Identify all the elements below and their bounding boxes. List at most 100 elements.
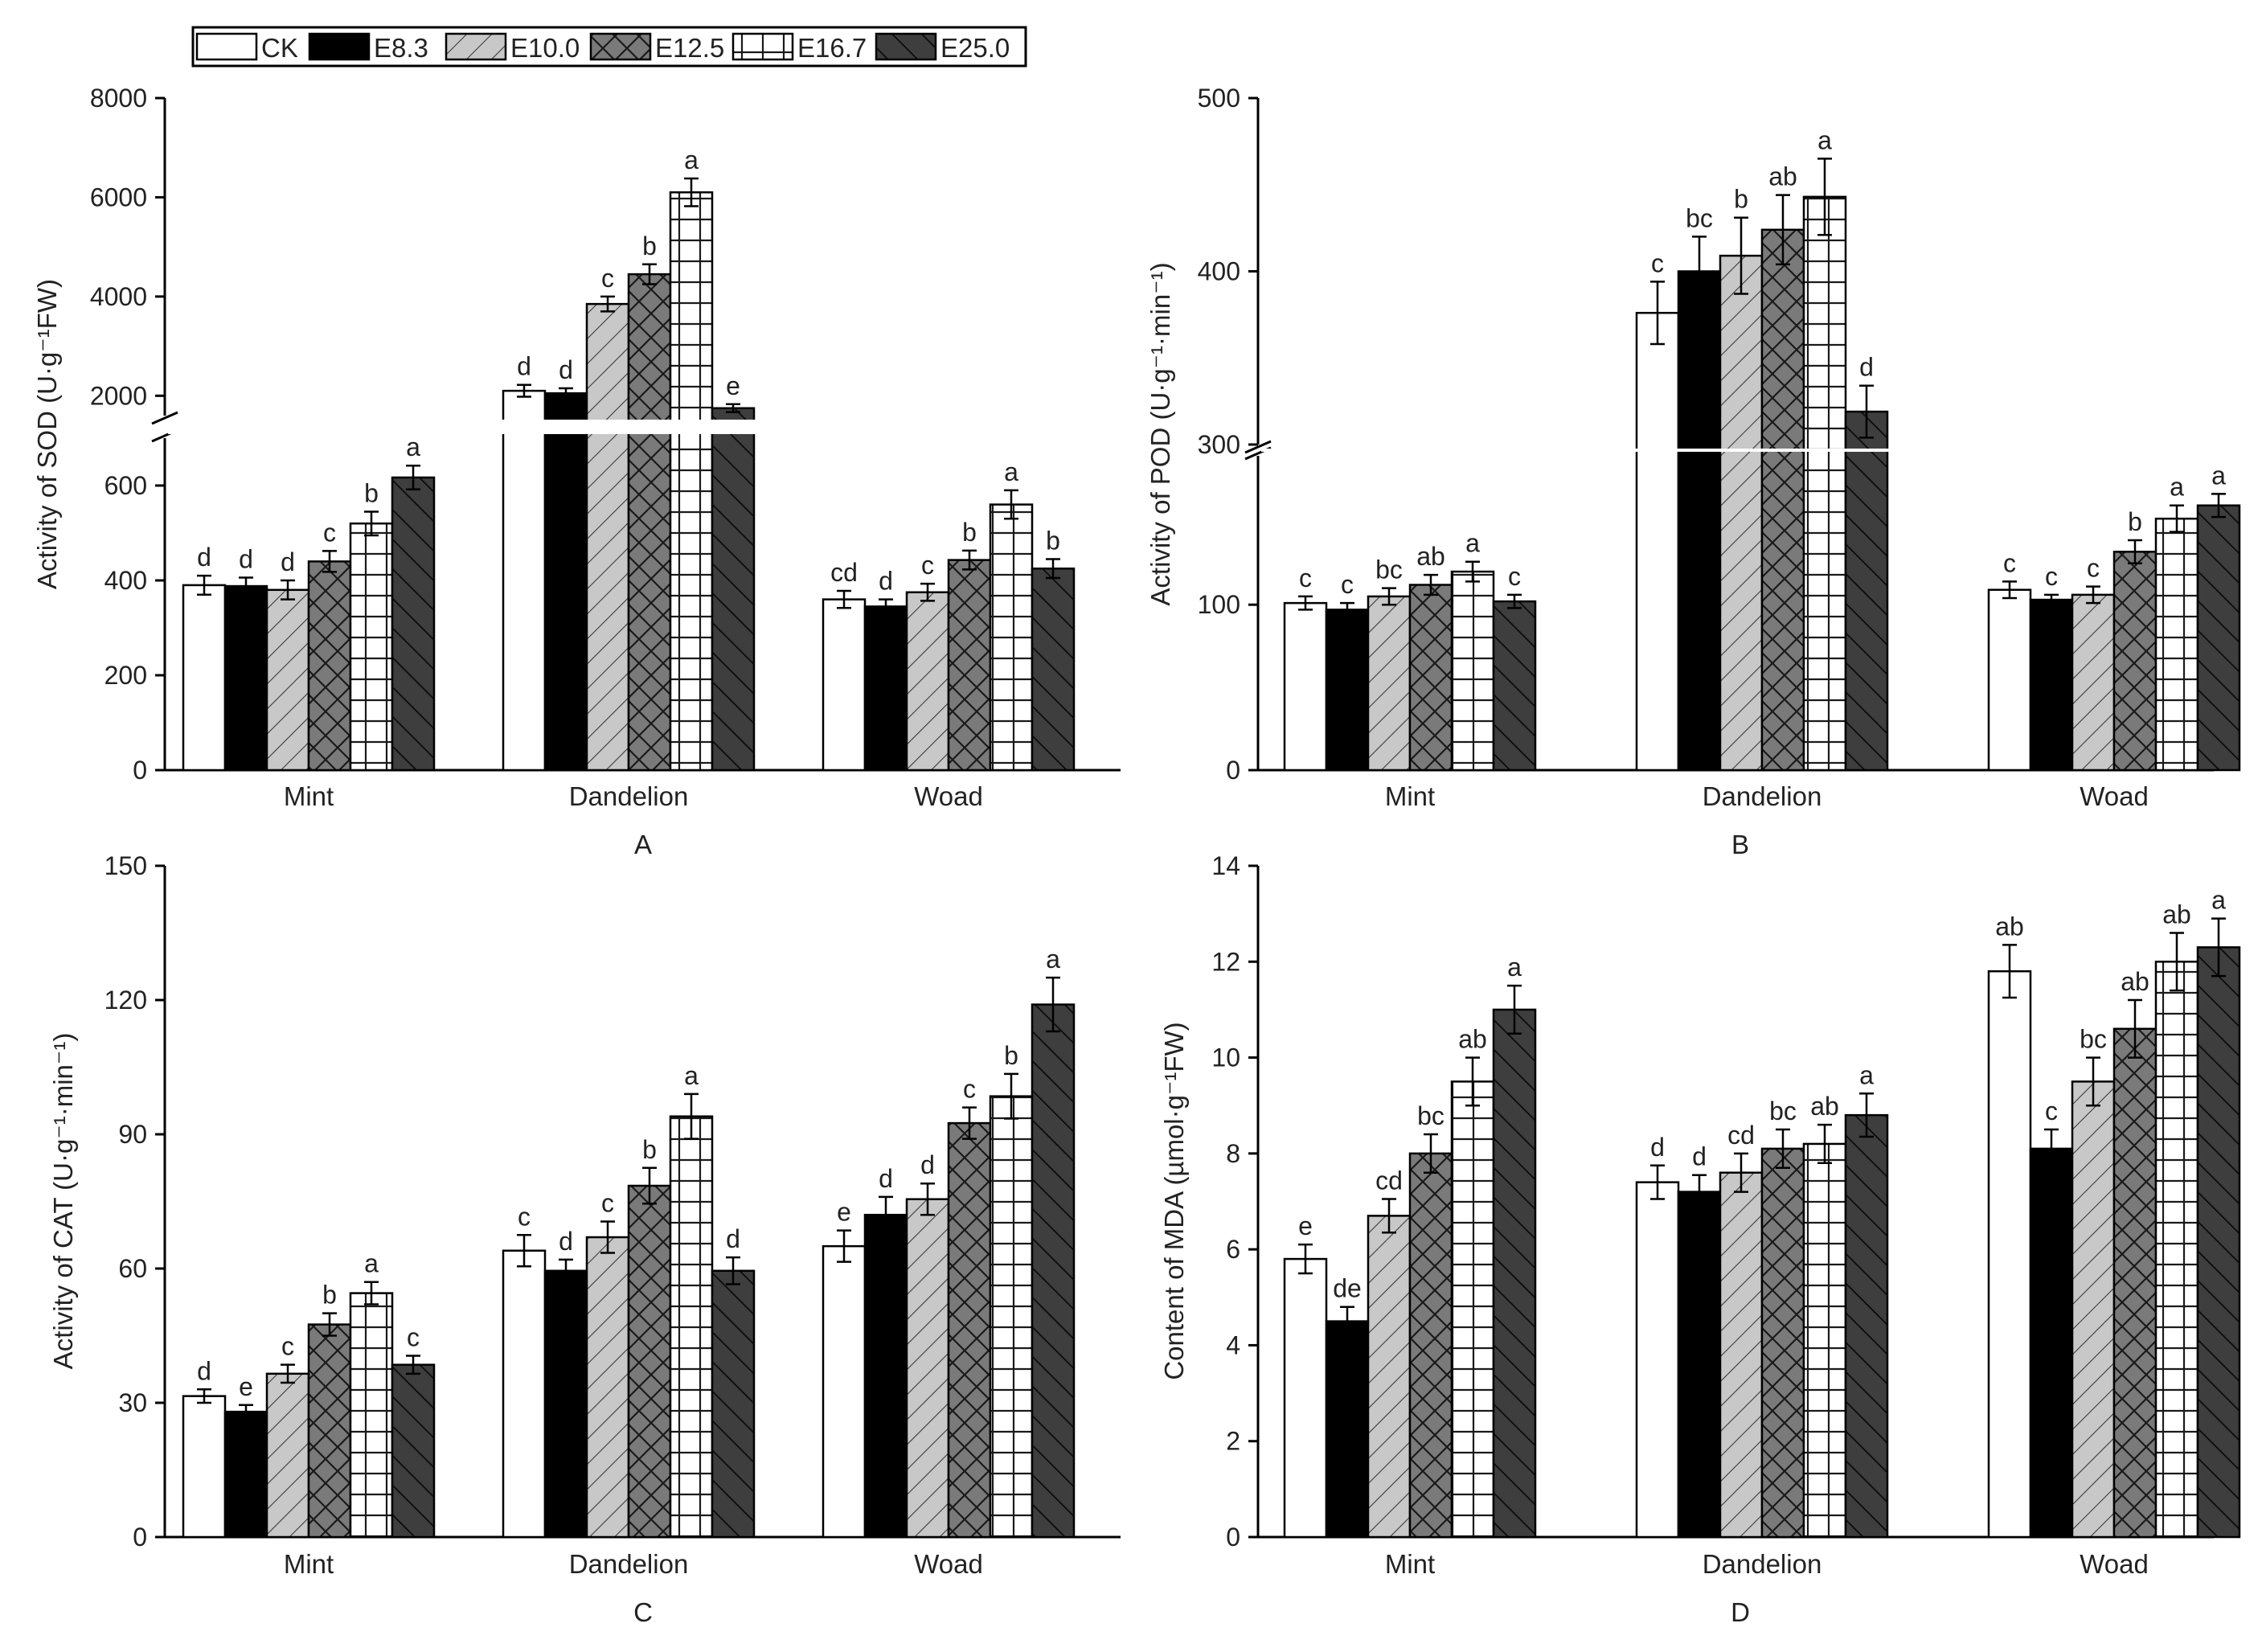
error-bar <box>1465 1056 1480 1107</box>
error-bar <box>1859 1092 1874 1138</box>
error-bar <box>837 589 851 609</box>
significance-letter: d <box>559 1227 573 1256</box>
bar-woad-e8.3 <box>863 605 908 772</box>
error-bar <box>2044 1128 2059 1169</box>
y-tick-label: 12 <box>1211 947 1240 976</box>
axis-break-mark <box>151 411 178 425</box>
significance-letter: b <box>2128 507 2142 536</box>
bar-woad-e25.0 <box>2196 946 2241 1539</box>
error-bar <box>684 1092 699 1140</box>
bar-woad-e12.5 <box>2112 1027 2158 1539</box>
bar-dandelion-e16.7 <box>1802 195 1847 772</box>
panel-label-b: B <box>1731 830 1749 859</box>
panel-label-c: C <box>633 1597 653 1627</box>
significance-letter: bc <box>1417 1101 1444 1130</box>
significance-letter: ab <box>1458 1025 1487 1054</box>
y-tick-label: 0 <box>1226 756 1240 785</box>
y-tick-label: 200 <box>104 661 147 690</box>
significance-letter: a <box>1046 945 1060 974</box>
bar-woad-ck <box>1987 969 2032 1539</box>
bar-dandelion-e25.0 <box>1844 410 1889 772</box>
significance-letter: a <box>1004 457 1018 486</box>
bar-mint-e12.5 <box>1408 1152 1453 1539</box>
error-bar <box>1734 216 1748 295</box>
bar-woad-e10.0 <box>2071 1080 2116 1539</box>
significance-letter: cd <box>1375 1166 1403 1195</box>
x-category-label-mint: Mint <box>1385 781 1435 811</box>
x-category-label-woad: Woad <box>2080 1549 2149 1579</box>
error-bar <box>281 579 295 601</box>
bar-dandelion-ck <box>502 1249 547 1539</box>
bar-mint-e8.3 <box>223 1410 268 1539</box>
bar-mint-e25.0 <box>391 1363 436 1539</box>
bar-woad-e25.0 <box>1031 568 1076 772</box>
significance-letter: c <box>1341 570 1354 599</box>
y-axis-label: Activity of POD (U·g⁻¹·min⁻¹) <box>1145 262 1175 605</box>
bar-dandelion-e10.0 <box>1719 254 1764 772</box>
legend-label-e8.3: E8.3 <box>374 33 428 63</box>
bar-mint-e12.5 <box>307 1323 352 1539</box>
error-bar <box>517 383 531 398</box>
bar-dandelion-e10.0 <box>585 1236 630 1539</box>
bar-woad-e16.7 <box>989 1095 1034 1539</box>
legend-label-e10.0: E10.0 <box>510 33 580 63</box>
bar-dandelion-ck <box>1635 1181 1680 1539</box>
y-tick-label: 150 <box>104 851 147 880</box>
error-bar <box>1298 595 1313 611</box>
significance-letter: d <box>1859 353 1874 382</box>
significance-letter: ab <box>1416 542 1445 571</box>
y-tick-label: 6000 <box>90 182 147 211</box>
legend: CK E8.3 E10.0 E12.5 E16.7 E25.0 <box>191 26 1027 68</box>
bar-mint-e10.0 <box>265 588 310 772</box>
error-bar <box>197 574 211 596</box>
error-bar <box>2211 493 2226 519</box>
panel-d: 0 2 4 6 8 10 12 14 Content of MDA (µmol·g⁻¹FW) Mi… <box>1159 851 2241 1627</box>
significance-letter: d <box>920 1150 935 1179</box>
significance-letter: a <box>684 1061 699 1090</box>
significance-letter: bc <box>1769 1097 1797 1125</box>
error-bar <box>879 1195 893 1234</box>
error-bar <box>406 1355 420 1375</box>
bar-mint-ck <box>1283 1257 1328 1539</box>
y-tick-label: 8 <box>1226 1139 1240 1168</box>
error-bar <box>281 1363 295 1384</box>
x-category-label-woad: Woad <box>914 1549 983 1579</box>
error-bar <box>239 576 253 596</box>
significance-letter: b <box>642 232 657 260</box>
significance-letter: d <box>281 547 295 576</box>
significance-letter: bc <box>1686 203 1713 232</box>
bar-woad-e12.5 <box>947 559 992 772</box>
significance-letter: b <box>322 1281 337 1310</box>
significance-letter: c <box>1508 562 1521 591</box>
bar-mint-e25.0 <box>1492 600 1537 772</box>
bar-mint-e16.7 <box>1450 1080 1495 1539</box>
y-tick-label: 10 <box>1211 1043 1240 1072</box>
significance-letter: c <box>518 1202 531 1231</box>
significance-letter: c <box>963 1075 976 1104</box>
error-bar <box>962 549 977 571</box>
error-bar <box>2128 998 2142 1059</box>
error-bar <box>1507 593 1522 609</box>
error-bar <box>364 1281 379 1306</box>
significance-letter: b <box>364 478 379 507</box>
significance-letter: a <box>1465 529 1480 558</box>
axis-break-gap <box>168 420 1124 434</box>
error-bar <box>837 1229 851 1263</box>
error-bar <box>1776 1128 1790 1169</box>
x-category-label-mint: Mint <box>284 781 334 811</box>
significance-letter: d <box>726 1224 740 1253</box>
error-bar <box>1298 1243 1313 1275</box>
significance-letter: e <box>1298 1211 1313 1240</box>
y-tick-label: 0 <box>133 756 147 785</box>
y-tick-label: 30 <box>118 1388 147 1417</box>
significance-letter: b <box>1734 185 1748 214</box>
error-bar <box>684 177 699 207</box>
bar-woad-e25.0 <box>1031 1003 1076 1539</box>
significance-letter: d <box>879 1164 893 1193</box>
y-tick-label: 2000 <box>90 381 147 410</box>
significance-letter: a <box>2211 461 2226 490</box>
error-bar <box>2170 932 2184 992</box>
error-bar <box>1650 1164 1665 1200</box>
significance-letter: a <box>1817 125 1832 154</box>
